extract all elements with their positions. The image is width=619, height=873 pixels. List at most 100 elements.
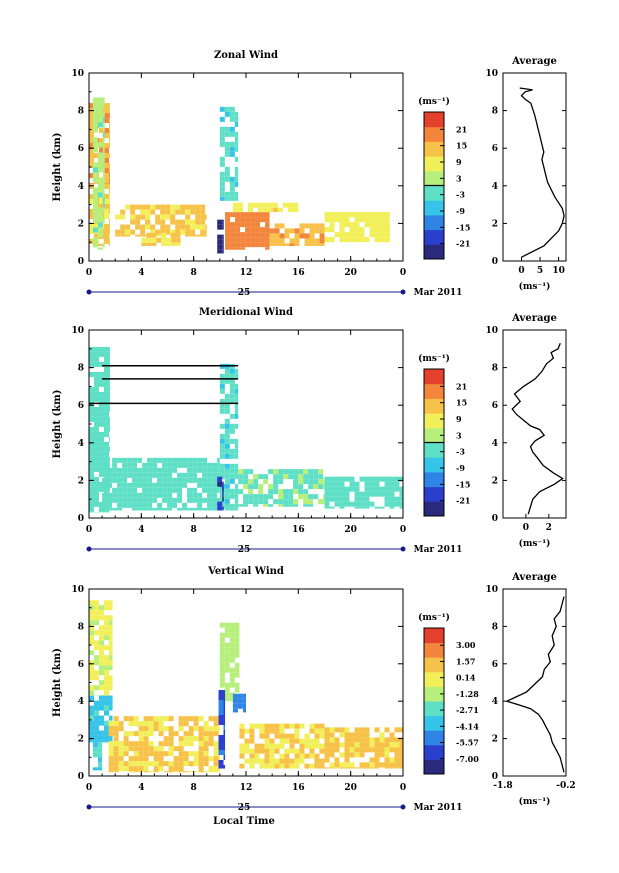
heatmap-cell (97, 177, 103, 183)
heatmap-cell (217, 249, 223, 254)
heatmap-cell (329, 476, 335, 482)
y-tick-label: 4 (78, 697, 84, 707)
heatmap-cell (217, 506, 223, 511)
heatmap-cell (89, 396, 94, 402)
heatmap-cell (369, 486, 375, 492)
heatmap-cell (265, 242, 270, 248)
heatmap-cell (344, 232, 350, 238)
heatmap-cell (329, 212, 335, 218)
heatmap-cell (102, 177, 105, 183)
heatmap-cell (99, 740, 104, 743)
heatmap-cell (109, 173, 110, 179)
heatmap-cell (102, 152, 105, 158)
heatmap-cell (197, 507, 203, 511)
heatmap-cell (92, 767, 98, 771)
heatmap-cell (219, 186, 225, 192)
y-tick-label: 10 (71, 326, 84, 336)
heatmap-cell (399, 501, 403, 507)
heatmap-cell (94, 223, 99, 229)
heatmap-cell (160, 229, 166, 235)
heatmap-cell (384, 222, 390, 228)
heatmap-cell (109, 123, 110, 129)
heatmap-cell (172, 497, 178, 503)
heatmap-cell (359, 762, 365, 768)
heatmap-cell (135, 234, 141, 237)
heatmap-cell (369, 232, 375, 238)
heatmap-cell (99, 361, 104, 367)
heatmap-cell (128, 721, 134, 727)
heatmap-cell (163, 761, 169, 767)
heatmap-cell (384, 742, 390, 748)
heatmap-cell (254, 748, 260, 754)
heatmap-cell (223, 734, 226, 740)
heatmap-cell (94, 735, 99, 741)
heatmap-cell (250, 232, 256, 238)
colorbar-swatch (424, 715, 444, 731)
heatmap-cell (364, 506, 370, 509)
heatmap-cell (219, 171, 225, 177)
heatmap-cell (264, 738, 270, 744)
heatmap-cell (153, 771, 159, 773)
month-label: Mar 2011 (414, 803, 463, 813)
heatmap-cell (374, 232, 380, 238)
heatmap-cell (389, 496, 395, 502)
heatmap-cell (324, 727, 330, 733)
heatmap-cell (122, 467, 128, 473)
heatmap-cell (142, 492, 148, 498)
heatmap-cell (219, 677, 225, 683)
heatmap-cell (224, 378, 230, 384)
heatmap-cell (104, 103, 109, 109)
heatmap-cell (107, 472, 113, 478)
heatmap-cell (289, 763, 295, 769)
heatmap-cell (109, 243, 110, 246)
heatmap-cell (94, 705, 99, 711)
heatmap-cell (278, 469, 284, 475)
heatmap-cell (142, 497, 148, 503)
heatmap-cell (262, 202, 268, 208)
heatmap-cell (264, 723, 270, 729)
heatmap-cell (324, 212, 330, 218)
heatmap-cell (102, 142, 105, 148)
heatmap-cell (229, 503, 235, 509)
heatmap-cell (359, 732, 365, 738)
heatmap-cell (339, 501, 345, 507)
heatmap-cell (109, 625, 113, 631)
heatmap-cell (133, 751, 139, 757)
heatmap-cell (89, 153, 94, 159)
heatmap-cell (102, 507, 108, 511)
heatmap-cell (94, 640, 99, 646)
heatmap-cell (273, 469, 279, 475)
heatmap-cell (127, 497, 133, 503)
heatmap-cell (152, 462, 158, 468)
x-tick-label: 20 (344, 268, 357, 278)
heatmap-cell (99, 436, 104, 442)
heatmap-cell (200, 214, 206, 220)
heatmap-cell (140, 214, 146, 220)
heatmap-cell (349, 212, 355, 218)
heatmap-cell (234, 687, 240, 693)
heatmap-cell (94, 356, 99, 362)
heatmap-cell (223, 739, 226, 745)
heatmap-cell (364, 491, 370, 497)
heatmap-cell (269, 738, 275, 744)
heatmap-cell (115, 234, 121, 237)
heatmap-cell (89, 148, 94, 154)
heatmap-cell (284, 753, 290, 759)
heatmap-cell (324, 752, 330, 758)
heatmap-cell (268, 489, 274, 495)
heatmap-cell (94, 416, 99, 422)
heatmap-cell (102, 117, 105, 123)
heatmap-cell (268, 469, 274, 475)
heatmap-cell (217, 487, 220, 493)
heatmap-cell (157, 507, 163, 511)
heatmap-cell (92, 112, 98, 118)
heatmap-cell (140, 234, 146, 237)
heatmap-cell (344, 491, 350, 497)
heatmap-cell (234, 632, 240, 638)
heatmap-cell (293, 479, 299, 485)
heatmap-cell (229, 181, 235, 187)
y-tick-label: 8 (78, 364, 84, 374)
heatmap-cell (99, 705, 104, 711)
heatmap-cell (384, 757, 390, 763)
